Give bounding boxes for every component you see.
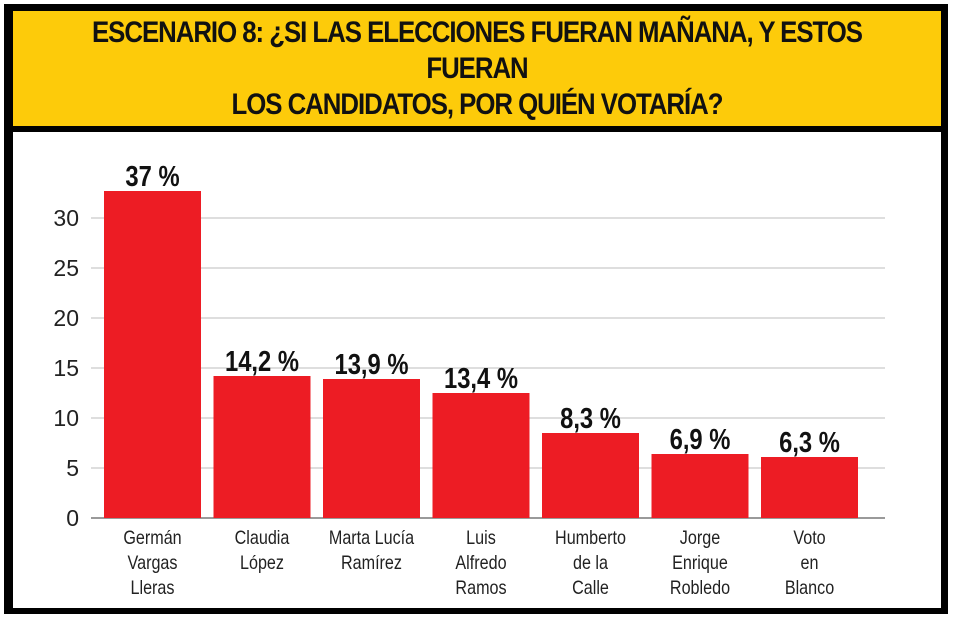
y-tick-label: 10 [53,405,79,431]
data-label: 8,3 % [560,402,621,435]
data-label: 13,4 % [444,362,518,395]
chart-title: ESCENARIO 8: ¿SI LAS ELECCIONES FUERAN M… [92,15,863,121]
category-label: Marta Lucía [329,527,414,549]
bar [213,376,311,518]
data-label: 13,9 % [335,348,409,381]
category-label: Alfredo [455,552,506,574]
y-tick-label: 0 [66,505,79,531]
category-label: Ramírez [341,552,402,574]
category-label: Humberto [555,527,626,549]
category-label: López [240,552,284,574]
category-label: Ramos [455,577,506,599]
bar [323,379,420,518]
y-tick-label: 20 [53,305,79,331]
y-tick-label: 5 [66,455,79,481]
bar [651,454,749,518]
bar-chart: 0 5 10 15 20 25 30 37 % Germán Vargas Lleras 14,2 %… [53,160,885,599]
category-label: Lleras [131,577,175,599]
y-tick-label: 15 [53,355,79,381]
bar [432,393,530,518]
title-band: ESCENARIO 8: ¿SI LAS ELECCIONES FUERAN M… [13,11,941,126]
category-label: Vargas [128,552,178,574]
category-label: Germán [123,527,181,549]
category-label: Claudia [235,527,290,549]
data-label: 6,9 % [670,423,731,456]
category-label: Blanco [785,577,835,599]
category-label: Voto [793,527,825,549]
category-label: Robledo [670,577,730,599]
bar [542,433,639,518]
category-label: Enrique [672,552,728,574]
category-label: en [801,552,819,574]
plot-area: 0 5 10 15 20 25 30 37 % Germán Vargas Lleras 14,2 %… [13,132,941,608]
y-tick-label: 25 [53,255,79,281]
category-label: Luis [466,527,496,549]
data-label: 6,3 % [779,426,840,459]
bar [104,191,201,518]
data-label: 14,2 % [225,345,299,378]
y-tick-label: 30 [53,205,79,231]
category-label: Jorge [680,527,721,549]
category-label: Calle [572,577,609,599]
category-label: de la [573,552,608,574]
data-label: 37 % [125,160,179,193]
bar [761,457,858,518]
